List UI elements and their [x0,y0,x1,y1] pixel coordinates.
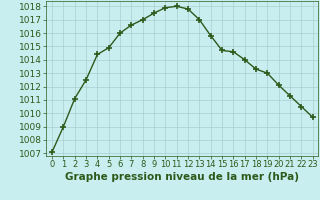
X-axis label: Graphe pression niveau de la mer (hPa): Graphe pression niveau de la mer (hPa) [65,172,300,182]
